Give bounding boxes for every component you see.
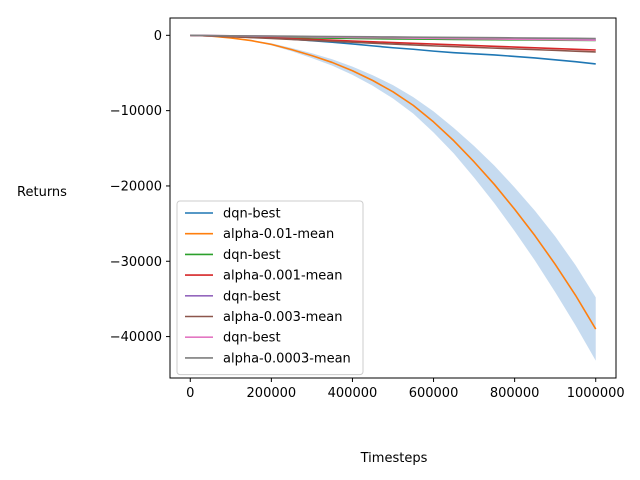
legend-label: dqn-best	[223, 331, 281, 346]
x-tick-label: 800000	[490, 386, 540, 401]
x-tick-label: 1000000	[567, 386, 625, 401]
y-axis-label: Returns	[17, 185, 67, 200]
x-tick-label: 600000	[409, 386, 459, 401]
legend-label: alpha-0.001-mean	[223, 269, 343, 284]
x-axis-label: Timesteps	[360, 451, 428, 466]
y-tick-label: −30000	[110, 255, 162, 270]
series-line-1	[190, 34, 597, 330]
legend-label: dqn-best	[223, 248, 281, 263]
x-axis-ticks: 0 200000 400000 600000 800000 1000000	[186, 378, 625, 401]
legend-label: alpha-0.0003-mean	[223, 351, 351, 366]
series-line-7	[190, 34, 596, 40]
x-tick-label: 400000	[328, 386, 378, 401]
y-tick-label: −20000	[110, 179, 162, 194]
x-tick-label: 0	[186, 386, 194, 401]
legend-label: alpha-0.003-mean	[223, 310, 343, 325]
legend-label: dqn-best	[223, 289, 281, 304]
y-tick-label: 0	[154, 29, 162, 44]
x-tick-label: 200000	[247, 386, 297, 401]
confidence-band-1	[190, 35, 596, 361]
confidence-bands	[190, 35, 596, 361]
legend: dqn-best alpha-0.01-mean dqn-best alpha-0.0…	[176, 200, 364, 376]
legend-label: dqn-best	[223, 207, 281, 222]
legend-label: alpha-0.01-mean	[223, 227, 334, 242]
plot-frame	[169, 17, 617, 379]
series-lines	[190, 34, 597, 330]
legend-box	[176, 200, 364, 376]
series-line-5	[190, 34, 596, 53]
y-tick-label: −40000	[110, 330, 162, 345]
y-axis-ticks: 0 −10000 −20000 −30000 −40000	[110, 29, 170, 345]
y-tick-label: −10000	[110, 104, 162, 119]
